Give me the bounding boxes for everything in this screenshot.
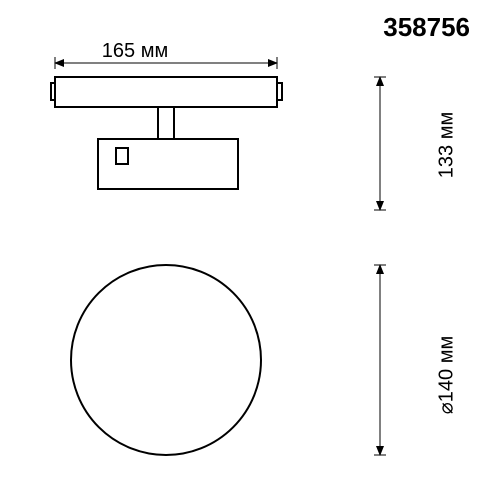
height-label: 133 мм xyxy=(435,112,458,178)
notch-left xyxy=(51,83,55,100)
width-label: 165 мм xyxy=(102,40,168,63)
notch-right xyxy=(277,83,282,100)
lamp-circle xyxy=(71,265,261,455)
technical-drawing-container: 358756 165 мм 133 мм ⌀140 мм xyxy=(0,0,500,500)
body-notch xyxy=(116,148,128,164)
drawing-svg xyxy=(0,0,500,500)
track-rail xyxy=(55,77,277,107)
stem xyxy=(158,107,174,139)
diameter-label: ⌀140 мм xyxy=(433,336,458,414)
product-code: 358756 xyxy=(383,12,470,43)
